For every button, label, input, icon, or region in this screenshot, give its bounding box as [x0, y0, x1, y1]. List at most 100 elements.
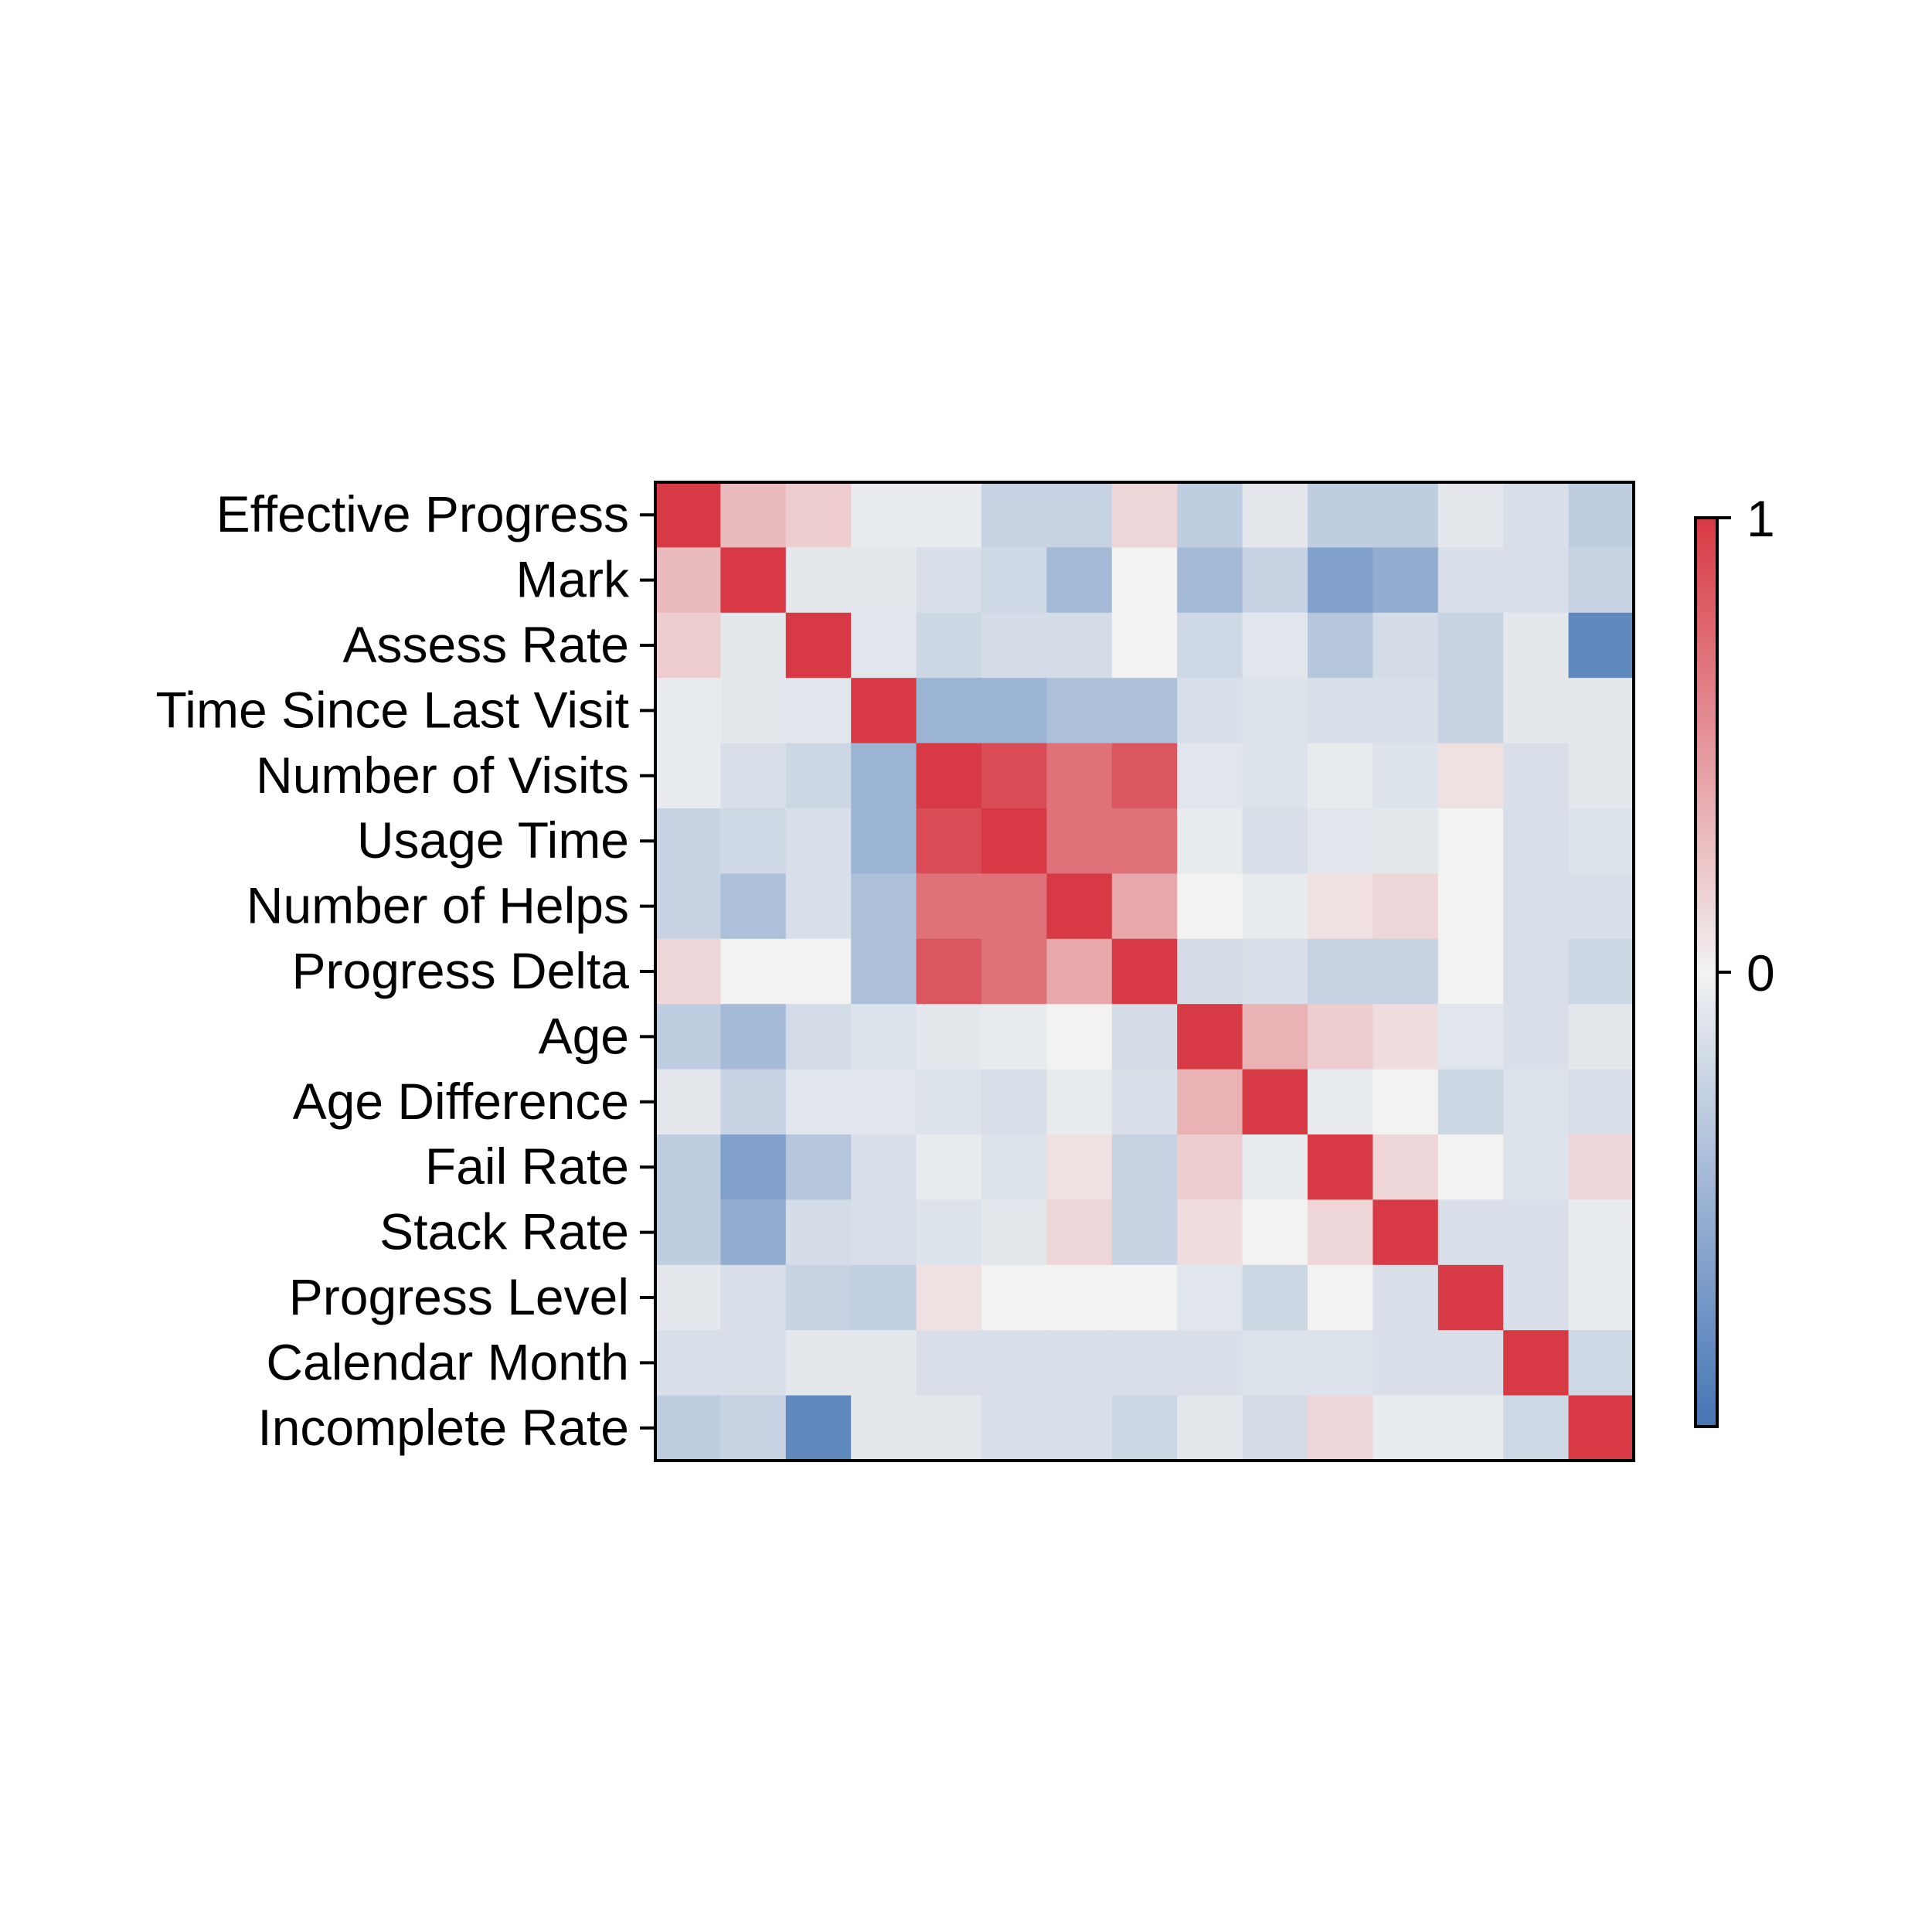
heatmap-cell — [1242, 1004, 1308, 1070]
heatmap-cell — [1242, 938, 1308, 1005]
heatmap-cell — [981, 873, 1047, 940]
heatmap-cell — [981, 1134, 1047, 1200]
heatmap-cell — [1177, 873, 1243, 940]
heatmap-cell — [1046, 1134, 1113, 1200]
heatmap-cell — [1372, 873, 1439, 940]
heatmap-cell — [916, 1069, 982, 1135]
heatmap-cell — [785, 1069, 852, 1135]
colorbar-tick-label: 1 — [1747, 490, 1775, 547]
heatmap-cell — [1568, 873, 1634, 940]
row-label: Age — [539, 1007, 629, 1064]
heatmap-cell — [655, 1199, 721, 1266]
heatmap-cell — [916, 938, 982, 1005]
heatmap-cell — [1046, 1264, 1113, 1331]
heatmap-cell — [1308, 547, 1373, 614]
heatmap-cell — [916, 808, 982, 874]
heatmap-cell — [1111, 873, 1178, 940]
heatmap-cell — [1437, 1395, 1504, 1461]
heatmap-cell — [851, 1199, 917, 1266]
heatmap-cell — [1437, 1004, 1504, 1070]
heatmap-cell — [1177, 1004, 1243, 1070]
heatmap-cell — [1437, 547, 1504, 614]
heatmap-cell — [851, 808, 917, 874]
heatmap-cell — [981, 938, 1047, 1005]
heatmap-cell — [851, 743, 917, 809]
heatmap-cell — [1568, 743, 1634, 809]
heatmap-cell — [1308, 873, 1373, 940]
heatmap-cell — [1503, 1264, 1570, 1331]
heatmap-cell — [981, 482, 1047, 548]
heatmap-cell — [981, 678, 1047, 744]
heatmap-cell — [916, 743, 982, 809]
heatmap-cell — [1177, 743, 1243, 809]
heatmap-cell — [1372, 1004, 1439, 1070]
heatmap-cell — [785, 1330, 852, 1396]
heatmap-cell — [720, 547, 787, 614]
heatmap-cell — [851, 547, 917, 614]
heatmap-cell — [655, 1069, 721, 1135]
heatmap-cell — [1242, 612, 1308, 679]
heatmap-cell — [1046, 612, 1113, 679]
heatmap-cell — [1437, 873, 1504, 940]
heatmap-cell — [1177, 1330, 1243, 1396]
heatmap-cell — [1046, 678, 1113, 744]
heatmap-cell — [916, 612, 982, 679]
heatmap-cell — [1111, 547, 1178, 614]
heatmap-cell — [655, 808, 721, 874]
heatmap-cell — [655, 873, 721, 940]
heatmap-cell — [916, 547, 982, 614]
heatmap-cell — [981, 547, 1047, 614]
row-label: Calendar Month — [266, 1333, 629, 1390]
heatmap-cell — [785, 1395, 852, 1461]
row-labels: Effective Progress Mark Assess Rate Time Si… — [155, 485, 630, 1456]
heatmap-cell — [1372, 1069, 1439, 1135]
heatmap-cell — [981, 1330, 1047, 1396]
heatmap-cell — [1568, 1069, 1634, 1135]
heatmap-cell — [1046, 1330, 1113, 1396]
heatmap-cells — [655, 482, 1634, 1461]
heatmap-cell — [1242, 1134, 1308, 1200]
heatmap-cell — [1308, 1199, 1373, 1266]
heatmap-cell — [1308, 808, 1373, 874]
heatmap-cell — [720, 1330, 787, 1396]
heatmap-cell — [1372, 547, 1439, 614]
heatmap-cell — [916, 1134, 982, 1200]
heatmap-cell — [1372, 1395, 1439, 1461]
heatmap-cell — [1568, 808, 1634, 874]
row-label: Age Difference — [293, 1073, 629, 1130]
heatmap-cell — [720, 808, 787, 874]
row-label: Assess Rate — [343, 616, 629, 673]
heatmap-cell — [1437, 1264, 1504, 1331]
heatmap-cell — [1503, 612, 1570, 679]
heatmap-cell — [916, 482, 982, 548]
row-label: Stack Rate — [379, 1203, 629, 1260]
heatmap-cell — [1308, 612, 1373, 679]
heatmap-cell — [1308, 1069, 1373, 1135]
heatmap-cell — [851, 1330, 917, 1396]
row-ticks — [640, 513, 655, 1430]
heatmap-cell — [1372, 1199, 1439, 1266]
heatmap-cell — [1437, 1199, 1504, 1266]
heatmap-cell — [655, 743, 721, 809]
heatmap-cell — [1111, 938, 1178, 1005]
heatmap-cell — [655, 1395, 721, 1461]
heatmap-cell — [981, 1069, 1047, 1135]
heatmap-cell — [1568, 1004, 1634, 1070]
heatmap-cell — [785, 1134, 852, 1200]
heatmap-cell — [1568, 1330, 1634, 1396]
heatmap-cell — [1111, 1134, 1178, 1200]
heatmap-cell — [1437, 938, 1504, 1005]
heatmap-cell — [1177, 1069, 1243, 1135]
heatmap-cell — [1046, 1199, 1113, 1266]
heatmap-cell — [655, 612, 721, 679]
heatmap-cell — [785, 808, 852, 874]
heatmap-cell — [1242, 1264, 1308, 1331]
heatmap-cell — [1568, 1199, 1634, 1266]
heatmap-cell — [655, 678, 721, 744]
heatmap-cell — [916, 678, 982, 744]
heatmap-cell — [785, 1264, 852, 1331]
heatmap-cell — [785, 678, 852, 744]
heatmap-cell — [1372, 612, 1439, 679]
colorbar-ticks: 10 — [1717, 490, 1775, 1002]
